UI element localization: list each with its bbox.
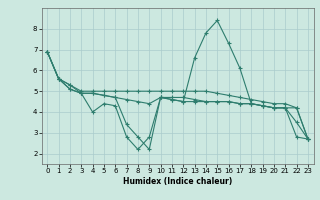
X-axis label: Humidex (Indice chaleur): Humidex (Indice chaleur) — [123, 177, 232, 186]
